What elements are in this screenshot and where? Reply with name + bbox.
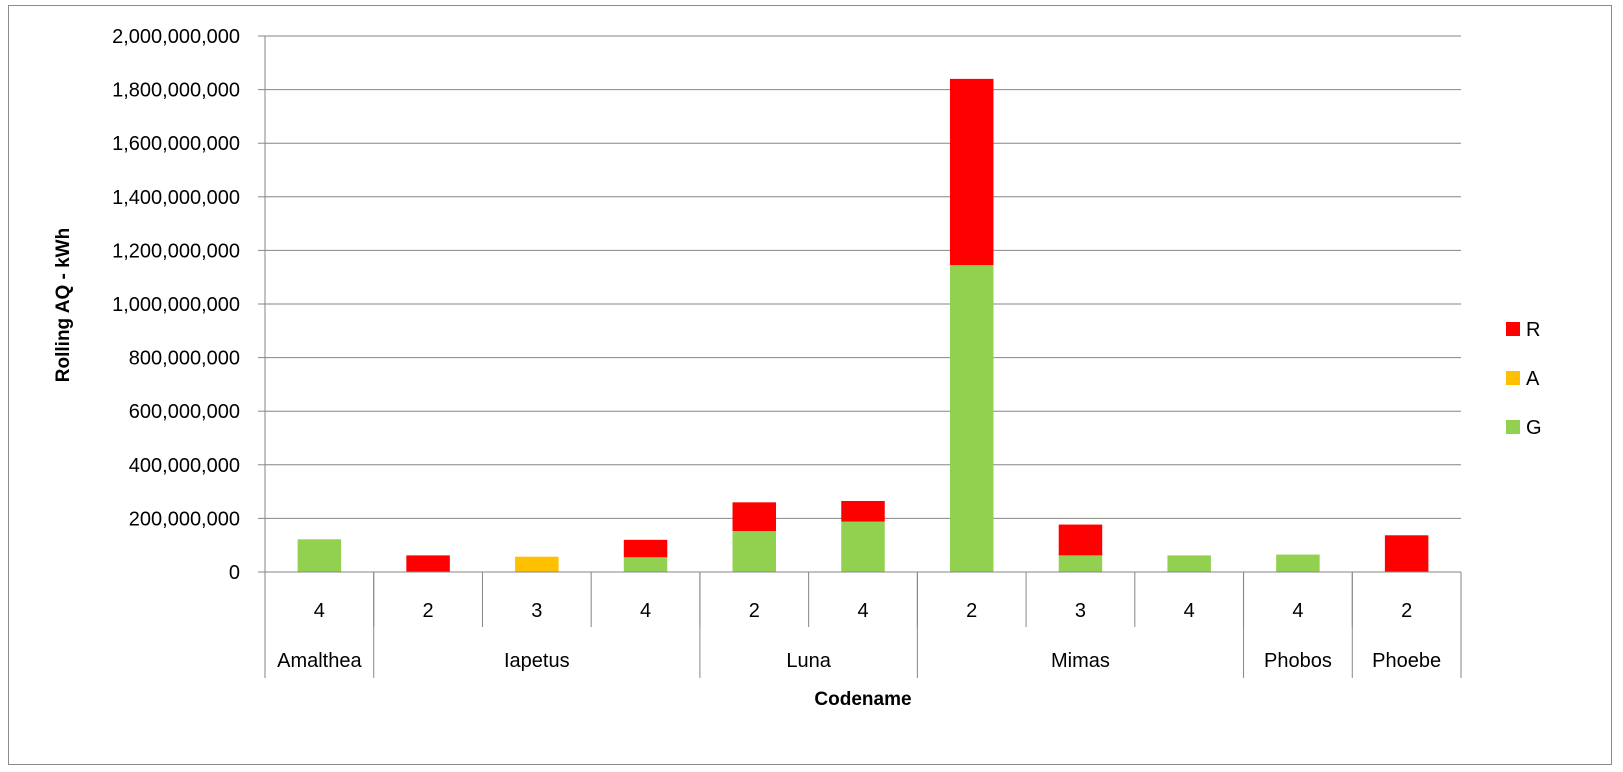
- bar-G: [1167, 555, 1211, 572]
- x-tick-label: 3: [531, 600, 542, 622]
- legend-label-G: G: [1526, 417, 1542, 439]
- y-tick-label: 600,000,000: [129, 401, 240, 423]
- chart-frame: [8, 5, 1612, 765]
- y-tick-label: 0: [229, 562, 240, 584]
- x-tick-label: 4: [857, 600, 868, 622]
- x-group-label: Phobos: [1264, 650, 1332, 672]
- x-axis-title: Codename: [814, 689, 911, 710]
- bar-G: [297, 539, 342, 572]
- bar-R: [623, 539, 668, 558]
- x-group-label: Phoebe: [1372, 650, 1441, 672]
- legend: R A G: [1506, 319, 1542, 439]
- y-axis-title: Rolling AQ - kWh: [53, 228, 74, 382]
- bar-G: [623, 557, 668, 572]
- y-tick-label: 1,800,000,000: [112, 80, 240, 102]
- x-tick-label: 2: [423, 600, 434, 622]
- x-tick-label: 2: [1401, 600, 1412, 622]
- y-tick-label: 1,000,000,000: [112, 294, 240, 316]
- bar-G: [1276, 554, 1320, 572]
- bar-R: [732, 502, 777, 531]
- x-tick-label: 4: [314, 600, 325, 622]
- bar-layer: [297, 78, 1429, 572]
- x-tick-label: 4: [640, 600, 651, 622]
- axis-layer: 0 200,000,000 400,000,000 600,000,000 800,00…: [112, 26, 1462, 678]
- x-tick-label: 2: [966, 600, 977, 622]
- bar-G: [1058, 555, 1103, 572]
- y-tick-label: 400,000,000: [129, 455, 240, 477]
- y-tick-label: 1,200,000,000: [112, 240, 240, 262]
- legend-swatch-R: [1506, 322, 1520, 336]
- bar-G: [841, 521, 885, 572]
- bar-R: [841, 500, 885, 522]
- x-tick-label: 4: [1184, 600, 1195, 622]
- y-tick-label: 1,600,000,000: [112, 133, 240, 155]
- x-group-label: Luna: [786, 650, 831, 672]
- y-tick-label: 2,000,000,000: [112, 26, 240, 48]
- y-tick-label: 800,000,000: [129, 348, 240, 370]
- legend-swatch-G: [1506, 420, 1520, 434]
- x-tick-label: 4: [1292, 600, 1303, 622]
- y-tick-label: 1,400,000,000: [112, 187, 240, 209]
- x-group-label: Amalthea: [277, 650, 362, 672]
- bar-R: [1384, 535, 1429, 572]
- bar-G: [732, 530, 777, 572]
- x-tick-label: 3: [1075, 600, 1086, 622]
- bar-A: [515, 556, 559, 572]
- bar-R: [406, 555, 450, 572]
- bar-G: [949, 265, 994, 572]
- legend-label-A: A: [1526, 368, 1540, 390]
- y-tick-label: 200,000,000: [129, 508, 240, 530]
- bar-R: [1058, 524, 1103, 556]
- legend-swatch-A: [1506, 371, 1520, 385]
- x-group-label: Mimas: [1051, 650, 1110, 672]
- x-group-label: Iapetus: [504, 650, 570, 672]
- grid-layer: [265, 35, 1461, 573]
- bar-R: [949, 78, 994, 266]
- legend-label-R: R: [1526, 319, 1540, 341]
- x-tick-label: 2: [749, 600, 760, 622]
